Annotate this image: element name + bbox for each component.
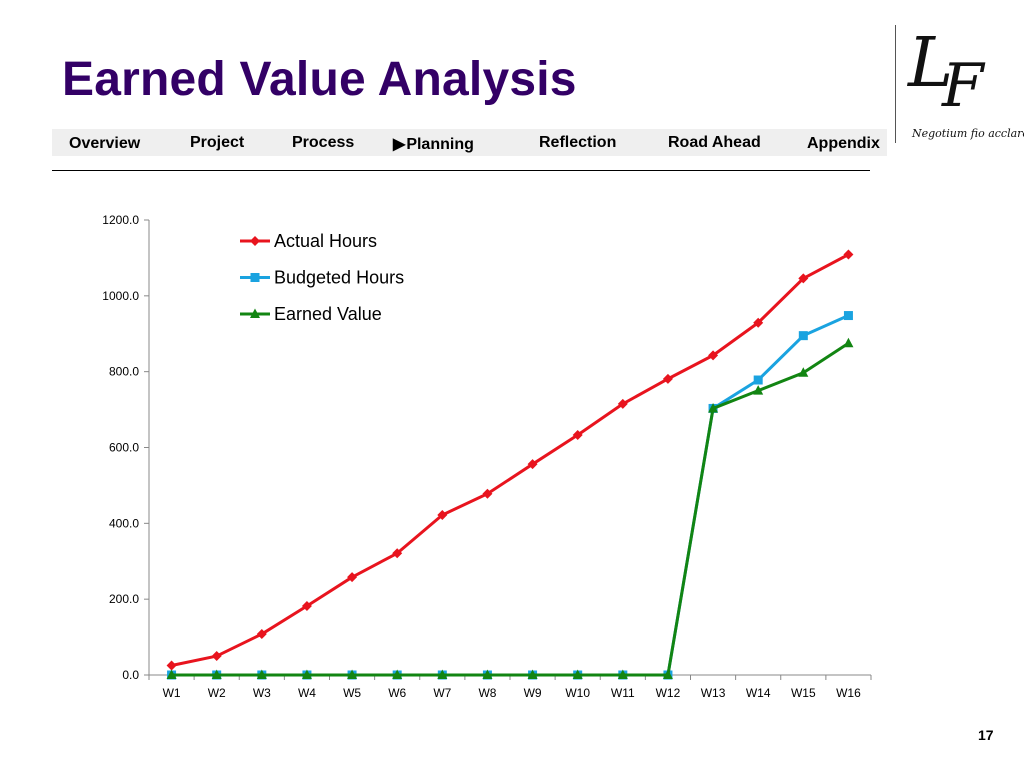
x-tick-label: W3 — [253, 686, 271, 700]
y-tick-label: 1000.0 — [102, 289, 139, 303]
data-point — [798, 367, 809, 377]
series-line — [171, 253, 850, 667]
series-line — [171, 314, 850, 677]
nav-item-project[interactable]: Project — [190, 134, 245, 151]
data-point — [301, 600, 312, 611]
legend-item: Earned Value — [240, 304, 382, 324]
data-point — [617, 669, 628, 679]
nav-item-process[interactable]: Process — [292, 134, 355, 151]
data-point — [527, 459, 538, 470]
x-tick-label: W7 — [433, 686, 451, 700]
y-tick-label: 200.0 — [109, 592, 139, 606]
logo-motto: Negotium fio acclaro — [912, 127, 1024, 140]
x-tick-label: W6 — [388, 686, 406, 700]
legend-marker — [250, 236, 260, 246]
data-point — [482, 669, 493, 679]
page-number: 17 — [978, 727, 994, 743]
legend-marker — [250, 273, 260, 282]
data-point — [166, 669, 177, 679]
x-tick-label: W8 — [478, 686, 496, 700]
nav-item-overview[interactable]: Overview — [69, 135, 141, 152]
chart-legend: Actual Hours Budgeted Hours Earned Value — [240, 231, 404, 324]
nav-item-appendix[interactable]: Appendix — [807, 135, 880, 152]
data-point — [347, 669, 358, 679]
y-tick-label: 600.0 — [109, 441, 139, 455]
data-point — [572, 669, 583, 679]
data-point — [843, 337, 854, 348]
logo-letter-l: L — [908, 24, 954, 103]
data-point — [347, 572, 358, 583]
x-tick-label: W16 — [836, 686, 861, 700]
data-point — [708, 402, 719, 413]
data-point — [572, 429, 583, 440]
slide-title: Earned Value Analysis — [62, 53, 577, 106]
nav-item-reflection[interactable]: Reflection — [539, 134, 617, 151]
data-point — [798, 273, 809, 284]
data-point — [392, 669, 403, 679]
legend-label: Earned Value — [274, 304, 382, 324]
x-tick-label: W1 — [163, 686, 181, 700]
series-line — [171, 341, 850, 677]
data-point — [256, 669, 267, 679]
data-point — [798, 331, 808, 341]
x-tick-label: W11 — [611, 686, 635, 700]
section-nav-bar: Overview Project Process ▶Planning Refle… — [52, 129, 887, 156]
data-point — [662, 669, 673, 679]
data-point — [617, 398, 628, 409]
x-tick-label: W2 — [208, 686, 226, 700]
current-section-arrow-icon: ▶ — [393, 136, 406, 153]
data-point — [392, 548, 403, 559]
logo-letter-f: F — [942, 51, 984, 121]
data-point — [211, 669, 222, 679]
legend-label: Budgeted Hours — [274, 268, 404, 288]
x-tick-label: W10 — [565, 686, 590, 700]
y-tick-label: 0.0 — [122, 668, 139, 682]
x-tick-label: W5 — [343, 686, 361, 700]
logo-divider — [895, 25, 896, 143]
company-logo: L F Negotium fio acclaro — [900, 24, 1024, 150]
data-point — [482, 488, 493, 499]
x-tick-label: W14 — [746, 686, 771, 700]
data-point — [527, 669, 538, 679]
nav-item-planning[interactable]: ▶Planning — [393, 134, 474, 154]
data-point — [256, 629, 267, 640]
header-divider — [52, 170, 870, 171]
series-earned-value — [166, 337, 854, 679]
data-point — [708, 350, 719, 361]
data-point — [843, 311, 853, 321]
data-point — [753, 375, 763, 385]
data-point — [211, 651, 222, 662]
legend-label: Actual Hours — [274, 231, 377, 251]
data-point — [753, 317, 764, 328]
data-point — [753, 385, 764, 395]
x-tick-label: W15 — [791, 686, 816, 700]
y-tick-label: 400.0 — [109, 516, 139, 530]
y-tick-label: 800.0 — [109, 365, 139, 379]
legend-item: Budgeted Hours — [240, 268, 404, 288]
chart-axes: 0.0 200.0 400.0 600.0 800.0 1000.0 1200.0 W1 W2 W… — [102, 213, 872, 700]
x-tick-label: W4 — [298, 686, 316, 700]
series-actual-hours — [166, 249, 854, 671]
chart-series — [166, 249, 854, 680]
data-point — [662, 373, 673, 384]
y-tick-label: 1200.0 — [102, 213, 139, 227]
data-point — [166, 660, 177, 671]
x-tick-label: W13 — [701, 686, 726, 700]
legend-item: Actual Hours — [240, 231, 377, 251]
nav-item-road-ahead[interactable]: Road Ahead — [668, 134, 761, 151]
series-budgeted-hours — [167, 311, 853, 680]
data-point — [843, 249, 854, 260]
x-tick-label: W12 — [656, 686, 681, 700]
x-tick-label: W9 — [524, 686, 542, 700]
data-point — [437, 509, 448, 520]
nav-item-planning-label: Planning — [406, 136, 474, 153]
data-point — [437, 669, 448, 679]
data-point — [301, 669, 312, 679]
legend-marker — [250, 308, 260, 318]
